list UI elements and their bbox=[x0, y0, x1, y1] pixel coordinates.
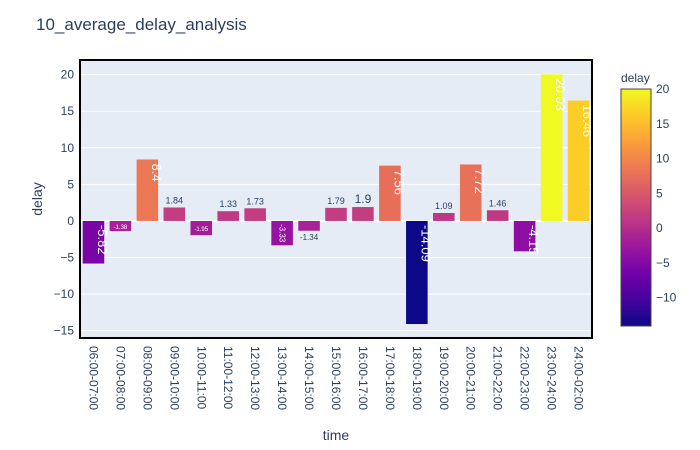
colorbar-tick-label: 20 bbox=[656, 82, 670, 96]
x-tick-label: 07:00-08:00 bbox=[113, 346, 127, 410]
x-tick-label: 15:00-16:00 bbox=[329, 346, 343, 410]
colorbar-tick-label: 5 bbox=[656, 186, 663, 200]
colorbar-ticks: −10 −5 0 5 10 15 20 bbox=[656, 82, 677, 304]
y-tick-label: −15 bbox=[54, 324, 75, 338]
bars: -5.82 -1.38 8.4 1.84 -1.95 1.33 1.73 -3.33 -1.34… bbox=[82, 74, 595, 325]
data-label: 20.03 bbox=[553, 78, 568, 111]
bar bbox=[82, 220, 105, 264]
data-label: -1.38 bbox=[114, 225, 128, 231]
y-tick-label: 5 bbox=[67, 177, 74, 191]
chart-title: 10_average_delay_analysis bbox=[36, 15, 247, 34]
y-tick-label: 15 bbox=[61, 104, 75, 118]
x-tick-label: 14:00-15:00 bbox=[302, 346, 316, 410]
bar bbox=[325, 207, 347, 221]
y-tick-label: 10 bbox=[61, 141, 75, 155]
colorbar-gradient bbox=[620, 88, 652, 327]
y-tick-label: −10 bbox=[54, 287, 75, 301]
data-label: 7.56 bbox=[391, 170, 406, 195]
plot-border bbox=[79, 59, 593, 339]
data-label: 7.72 bbox=[472, 168, 487, 193]
colorbar-tick-label: −5 bbox=[656, 256, 670, 270]
x-tick-label: 12:00-13:00 bbox=[248, 346, 262, 410]
bar bbox=[540, 74, 563, 221]
data-label: 1.33 bbox=[219, 199, 237, 209]
data-label: -14.09 bbox=[418, 225, 433, 262]
bar bbox=[109, 220, 132, 232]
data-label: 1.73 bbox=[246, 196, 264, 206]
bar bbox=[163, 207, 186, 221]
x-tick-label: 24:00-02:00 bbox=[572, 346, 586, 410]
data-label: 1.9 bbox=[355, 192, 372, 206]
bar bbox=[459, 164, 482, 221]
x-tick-label: 23:00-24:00 bbox=[545, 346, 559, 410]
bar bbox=[217, 211, 239, 221]
bar bbox=[298, 220, 320, 231]
bar bbox=[379, 165, 401, 221]
y-tick-label: 0 bbox=[67, 214, 74, 228]
data-label: -1.95 bbox=[194, 227, 208, 233]
x-tick-label: 16:00-17:00 bbox=[356, 346, 370, 410]
colorbar-tick-label: 15 bbox=[656, 117, 670, 131]
data-label: -4.15 bbox=[526, 225, 541, 255]
colorbar-tick-label: 10 bbox=[656, 152, 670, 166]
data-label: -1.34 bbox=[300, 233, 319, 242]
x-tick-label: 18:00-19:00 bbox=[410, 346, 424, 410]
data-label: 1.09 bbox=[435, 201, 453, 211]
x-tick-label: 20:00-21:00 bbox=[464, 346, 478, 410]
x-tick-label: 17:00-18:00 bbox=[383, 346, 397, 410]
bar bbox=[486, 210, 509, 221]
bar bbox=[271, 220, 293, 246]
x-tick-label: 09:00-10:00 bbox=[167, 346, 181, 410]
x-tick-label: 11:00-12:00 bbox=[221, 346, 235, 409]
colorbar-tick-label: −10 bbox=[656, 291, 677, 305]
x-tick-label: 22:00-23:00 bbox=[518, 346, 532, 410]
data-label: 1.84 bbox=[166, 195, 184, 205]
y-tick-label: −5 bbox=[60, 251, 74, 265]
x-tick-label: 13:00-14:00 bbox=[275, 346, 289, 410]
colorbar-tick-label: 0 bbox=[656, 221, 663, 235]
plot-background bbox=[80, 60, 592, 338]
data-label: 8.4 bbox=[149, 163, 164, 181]
bar bbox=[406, 220, 428, 325]
colorbar: delay −10 −5 0 5 10 15 20 bbox=[620, 71, 677, 327]
x-tick-label: 19:00-20:00 bbox=[437, 346, 451, 410]
data-label: 1.46 bbox=[489, 198, 507, 208]
x-axis-title: time bbox=[323, 427, 350, 443]
bar bbox=[136, 159, 159, 221]
colorbar-title: delay bbox=[621, 71, 650, 85]
bar bbox=[567, 100, 590, 221]
y-axis-ticks: −15 −10 −5 0 5 10 15 20 bbox=[54, 68, 75, 338]
x-axis-ticks: 06:00-07:00 07:00-08:00 08:00-09:00 09:00-1… bbox=[86, 346, 585, 410]
x-tick-label: 08:00-09:00 bbox=[140, 346, 154, 410]
data-label: -5.82 bbox=[95, 225, 110, 255]
bar bbox=[352, 207, 374, 221]
data-label: 1.79 bbox=[327, 196, 345, 206]
bar bbox=[190, 220, 213, 236]
x-tick-label: 21:00-22:00 bbox=[491, 346, 505, 410]
bar bbox=[513, 220, 536, 252]
bar bbox=[244, 208, 266, 221]
x-tick-label: 06:00-07:00 bbox=[86, 346, 100, 410]
data-label: -3.33 bbox=[278, 224, 287, 243]
bar bbox=[433, 212, 455, 221]
x-tick-label: 10:00-11:00 bbox=[194, 346, 208, 409]
y-axis-title: delay bbox=[29, 182, 45, 215]
y-tick-label: 20 bbox=[61, 68, 75, 82]
